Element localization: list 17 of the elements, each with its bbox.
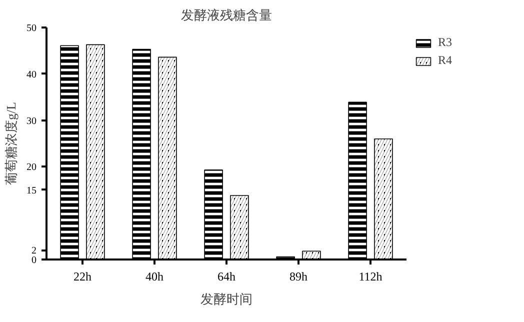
chart-title: 发酵液残糖含量 <box>181 8 272 22</box>
x-tick-label: 40h <box>146 270 164 284</box>
x-axis-title: 发酵时间 <box>200 292 252 306</box>
x-tick-label: 89h <box>290 270 308 284</box>
x-tick-label: 22h <box>74 270 92 284</box>
legend-label: R4 <box>438 53 454 68</box>
y-tick-label: 0 <box>32 255 36 266</box>
y-axis-title: 葡萄糖浓度g/L <box>4 102 18 186</box>
y-tick-label: 50 <box>26 23 36 34</box>
y-tick-label: 2 <box>32 246 36 257</box>
x-tick-label: 64h <box>218 270 236 284</box>
y-tick-label: 20 <box>26 162 36 174</box>
legend-label: R3 <box>438 35 454 50</box>
y-tick-label: 15 <box>26 185 36 196</box>
y-tick-label: 40 <box>26 69 36 80</box>
x-tick-label: 112h <box>358 270 382 284</box>
y-tick-label: 30 <box>26 116 36 127</box>
